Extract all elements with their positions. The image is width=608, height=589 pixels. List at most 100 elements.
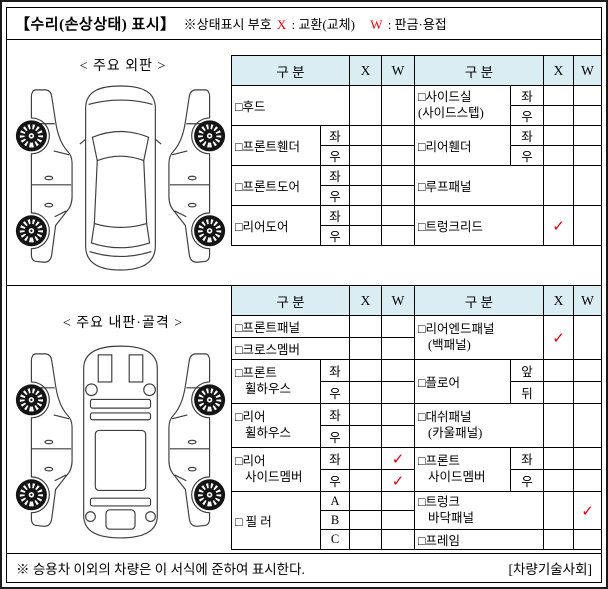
item-side-sill-line2: (사이드스텝) — [418, 105, 484, 120]
mark-frame-w[interactable] — [573, 529, 602, 550]
mark-cross-member-x[interactable] — [349, 337, 382, 360]
item-frame[interactable]: □프레임 — [414, 529, 544, 550]
mark-floor-front-x[interactable] — [543, 359, 574, 382]
mark-trunk-lid-w[interactable] — [573, 205, 602, 246]
column-header-w: W — [573, 55, 602, 86]
mark-trunk-floor-x[interactable] — [543, 491, 574, 530]
item-front-side-member[interactable]: □프론트 사이드멤버 — [414, 447, 511, 492]
mark-rear-fender-left-w[interactable] — [573, 125, 602, 146]
mark-front-door-right-x[interactable] — [349, 185, 382, 206]
mark-rear-door-right-w[interactable] — [381, 225, 415, 246]
mark-side-sill-left-x[interactable] — [543, 85, 574, 106]
mark-side-sill-right-x[interactable] — [543, 105, 574, 126]
mark-front-door-left-w[interactable] — [381, 165, 415, 186]
mark-dash-panel-w[interactable] — [573, 403, 602, 448]
sub-rear-side-member-left: 좌 — [320, 447, 350, 470]
mark-front-wheelhouse-left-x[interactable] — [349, 359, 382, 382]
item-roof-panel[interactable]: □루프패널 — [414, 165, 544, 206]
sub-front-fender-right: 우 — [320, 145, 350, 166]
mark-front-door-left-x[interactable] — [349, 165, 382, 186]
mark-front-side-member-left-w[interactable] — [573, 447, 602, 470]
item-pillar[interactable]: □ 필 러 — [231, 491, 321, 550]
mark-front-fender-right-w[interactable] — [381, 145, 415, 166]
structure-table: 구 분 X W 구 분 X W □프론트패널 □리어엔드패널 (백패널) ✓ — [231, 285, 602, 550]
item-cross-member[interactable]: □크로스멤버 — [231, 337, 350, 360]
item-front-wheelhouse[interactable]: □프론트 휠하우스 — [231, 359, 321, 404]
mark-front-side-member-right-w[interactable] — [573, 469, 602, 492]
mark-floor-front-w[interactable] — [573, 359, 602, 382]
sub-pillar-c: C — [320, 529, 350, 550]
sub-front-wheelhouse-left: 좌 — [320, 359, 350, 382]
mark-floor-rear-w[interactable] — [573, 381, 602, 404]
item-front-door[interactable]: □프론트도어 — [231, 165, 321, 206]
exterior-table: 구 분 X W 구 분 X W □후드 □사이드실 (사이드스텝) 좌 — [231, 55, 602, 246]
mark-front-wheelhouse-right-x[interactable] — [349, 381, 382, 404]
car-top-view — [79, 85, 162, 271]
item-rear-side-member[interactable]: □리어 사이드멤버 — [231, 447, 321, 492]
car-side-view-left — [16, 90, 72, 262]
mark-front-fender-right-x[interactable] — [349, 145, 382, 166]
mark-cross-member-w[interactable] — [381, 337, 415, 360]
item-side-sill[interactable]: □사이드실 (사이드스텝) — [414, 85, 511, 126]
mark-front-panel-w[interactable] — [381, 315, 415, 338]
mark-rear-side-member-right-x[interactable] — [349, 469, 382, 492]
mark-dash-panel-x[interactable] — [543, 403, 574, 448]
mark-front-wheelhouse-left-w[interactable] — [381, 359, 415, 382]
mark-front-fender-left-w[interactable] — [381, 125, 415, 146]
item-trunk-lid[interactable]: □트렁크리드 — [414, 205, 544, 246]
mark-rear-wheelhouse-left-x[interactable] — [349, 403, 382, 426]
mark-pillar-a-x[interactable] — [349, 491, 382, 511]
mark-rear-fender-right-x[interactable] — [543, 145, 574, 166]
mark-rear-door-left-x[interactable] — [349, 205, 382, 226]
item-rear-fender[interactable]: □리어휀더 — [414, 125, 511, 166]
mark-front-side-member-left-x[interactable] — [543, 447, 574, 470]
mark-rear-side-member-left-x[interactable] — [349, 447, 382, 470]
item-front-panel[interactable]: □프론트패널 — [231, 315, 350, 338]
mark-pillar-b-x[interactable] — [349, 510, 382, 530]
mark-rear-wheelhouse-left-w[interactable] — [381, 403, 415, 426]
item-floor[interactable]: □플로어 — [414, 359, 511, 404]
mark-pillar-c-w[interactable] — [381, 529, 415, 550]
mark-frame-x[interactable] — [543, 529, 574, 550]
mark-rear-wheelhouse-right-w[interactable] — [381, 425, 415, 448]
item-rear-wheelhouse[interactable]: □리어 휠하우스 — [231, 403, 321, 448]
mark-pillar-c-x[interactable] — [349, 529, 382, 550]
item-front-fender[interactable]: □프론트휀더 — [231, 125, 321, 166]
mark-floor-rear-x[interactable] — [543, 381, 574, 404]
mark-rear-side-member-left-w[interactable]: ✓ — [381, 447, 415, 470]
mark-rear-door-right-x[interactable] — [349, 225, 382, 246]
item-trunk-floor[interactable]: □트렁크 바닥패널 — [414, 491, 544, 530]
item-rear-end-panel[interactable]: □리어엔드패널 (백패널) — [414, 315, 544, 360]
item-hood[interactable]: □후드 — [231, 85, 350, 126]
mark-front-wheelhouse-right-w[interactable] — [381, 381, 415, 404]
item-rear-wheelhouse-line2: 휠하우스 — [245, 425, 292, 440]
mark-pillar-a-w[interactable] — [381, 491, 415, 511]
item-dash-panel[interactable]: □대쉬패널 (카울패널) — [414, 403, 544, 448]
mark-rear-door-left-w[interactable] — [381, 205, 415, 226]
mark-rear-fender-right-w[interactable] — [573, 145, 602, 166]
mark-front-side-member-right-x[interactable] — [543, 469, 574, 492]
car-side-view-left — [16, 354, 72, 526]
mark-side-sill-left-w[interactable] — [573, 85, 602, 106]
mark-front-panel-x[interactable] — [349, 315, 382, 338]
mark-roof-panel-x[interactable] — [543, 165, 574, 206]
mark-trunk-lid-x[interactable]: ✓ — [543, 205, 574, 246]
mark-rear-wheelhouse-right-x[interactable] — [349, 425, 382, 448]
item-rear-door[interactable]: □리어도어 — [231, 205, 321, 246]
mark-hood-x[interactable] — [349, 85, 382, 126]
mark-rear-end-panel-x[interactable]: ✓ — [543, 315, 574, 360]
column-header-w: W — [381, 285, 415, 316]
sub-rear-fender-right: 우 — [510, 145, 544, 166]
mark-front-door-right-w[interactable] — [381, 185, 415, 206]
mark-trunk-floor-w[interactable]: ✓ — [573, 491, 602, 530]
mark-roof-panel-w[interactable] — [573, 165, 602, 206]
mark-rear-fender-left-x[interactable] — [543, 125, 574, 146]
mark-pillar-b-w[interactable] — [381, 510, 415, 530]
mark-hood-w[interactable] — [381, 85, 415, 126]
mark-side-sill-right-w[interactable] — [573, 105, 602, 126]
column-header-x: X — [543, 285, 574, 316]
mark-rear-end-panel-w[interactable] — [573, 315, 602, 360]
item-front-side-member-line1: □프론트 — [418, 453, 461, 468]
mark-front-fender-left-x[interactable] — [349, 125, 382, 146]
mark-rear-side-member-right-w[interactable]: ✓ — [381, 469, 415, 492]
